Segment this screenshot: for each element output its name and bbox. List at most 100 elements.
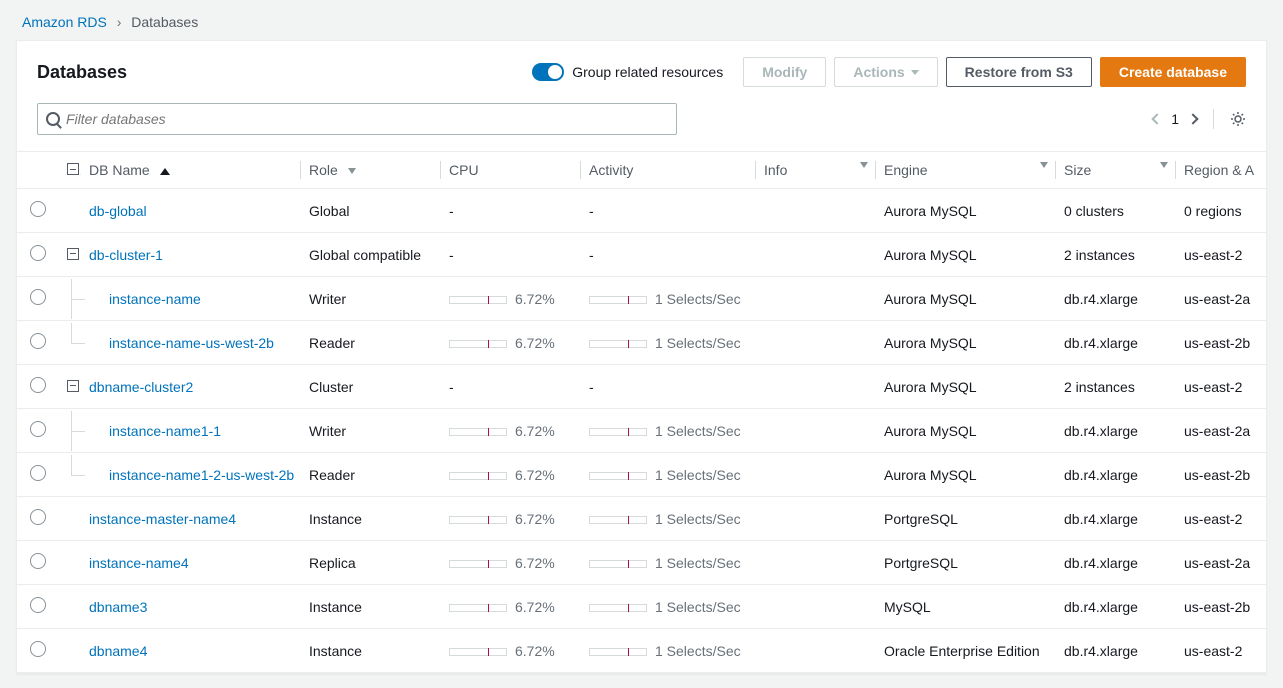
- create-database-button[interactable]: Create database: [1100, 57, 1246, 87]
- cell-engine: Aurora MySQL: [876, 277, 1056, 321]
- db-name-link[interactable]: instance-master-name4: [89, 511, 236, 527]
- actions-button-label: Actions: [853, 64, 904, 80]
- cell-region: us-east-2b: [1176, 453, 1266, 497]
- cell-cpu: -: [441, 189, 581, 233]
- cell-info: [756, 585, 876, 629]
- filter-input[interactable]: [66, 111, 668, 127]
- cell-activity: 1 Selects/Sec: [581, 453, 756, 497]
- table-row: instance-name4Replica6.72%1 Selects/SecP…: [17, 541, 1266, 585]
- cell-activity: -: [581, 365, 756, 409]
- activity-bar: [589, 296, 647, 304]
- row-select-radio[interactable]: [30, 641, 46, 657]
- cell-activity: 1 Selects/Sec: [581, 497, 756, 541]
- activity-bar: [589, 648, 647, 656]
- col-name-header[interactable]: DB Name: [81, 152, 301, 189]
- cell-region: 0 regions: [1176, 189, 1266, 233]
- cell-size: db.r4.xlarge: [1056, 497, 1176, 541]
- db-name-link[interactable]: dbname4: [89, 643, 147, 659]
- cell-size: db.r4.xlarge: [1056, 277, 1176, 321]
- activity-bar: [589, 428, 647, 436]
- db-name-link[interactable]: instance-name: [109, 291, 201, 307]
- db-name-link[interactable]: instance-name-us-west-2b: [109, 335, 274, 351]
- expand-toggle-icon[interactable]: [67, 380, 79, 392]
- col-size-header[interactable]: Size: [1056, 152, 1176, 189]
- col-engine-header[interactable]: Engine: [876, 152, 1056, 189]
- cell-info: [756, 277, 876, 321]
- db-name-link[interactable]: db-global: [89, 203, 147, 219]
- cell-size: 2 instances: [1056, 365, 1176, 409]
- cell-activity: 1 Selects/Sec: [581, 541, 756, 585]
- cell-engine: MySQL: [876, 585, 1056, 629]
- cell-engine: Aurora MySQL: [876, 453, 1056, 497]
- db-name-link[interactable]: db-cluster-1: [89, 247, 163, 263]
- activity-bar: [589, 560, 647, 568]
- row-select-radio[interactable]: [30, 597, 46, 613]
- activity-bar: [589, 604, 647, 612]
- cell-activity: -: [581, 189, 756, 233]
- col-activity-header[interactable]: Activity: [581, 152, 756, 189]
- activity-bar: [589, 340, 647, 348]
- db-name-link[interactable]: dbname-cluster2: [89, 379, 193, 395]
- cell-role: Reader: [301, 453, 441, 497]
- cell-role: Writer: [301, 409, 441, 453]
- table-row: instance-nameWriter6.72%1 Selects/SecAur…: [17, 277, 1266, 321]
- db-name-link[interactable]: instance-name1-1: [109, 423, 221, 439]
- sort-icon: [860, 162, 868, 168]
- group-resources-toggle[interactable]: [532, 63, 564, 81]
- modify-button[interactable]: Modify: [743, 57, 826, 87]
- databases-panel: Databases Group related resources Modify…: [16, 40, 1267, 674]
- cpu-bar: [449, 296, 507, 304]
- expand-toggle-icon[interactable]: [67, 248, 79, 260]
- pager-prev-icon[interactable]: [1152, 113, 1163, 124]
- cell-cpu: 6.72%: [441, 497, 581, 541]
- col-cpu-header[interactable]: CPU: [441, 152, 581, 189]
- row-select-radio[interactable]: [30, 465, 46, 481]
- cell-cpu: 6.72%: [441, 541, 581, 585]
- table-row: dbname-cluster2Cluster--Aurora MySQL2 in…: [17, 365, 1266, 409]
- row-select-radio[interactable]: [30, 333, 46, 349]
- cell-region: us-east-2: [1176, 233, 1266, 277]
- cpu-bar: [449, 604, 507, 612]
- cell-activity: 1 Selects/Sec: [581, 585, 756, 629]
- activity-bar: [589, 516, 647, 524]
- row-select-radio[interactable]: [30, 245, 46, 261]
- cell-role: Writer: [301, 277, 441, 321]
- restore-from-s3-button[interactable]: Restore from S3: [946, 57, 1092, 87]
- breadcrumb-root[interactable]: Amazon RDS: [22, 14, 107, 30]
- cell-activity: 1 Selects/Sec: [581, 321, 756, 365]
- row-select-radio[interactable]: [30, 509, 46, 525]
- db-name-link[interactable]: instance-name4: [89, 555, 189, 571]
- databases-table: DB Name Role CPU Activity Info Eng: [17, 151, 1266, 673]
- cell-cpu: -: [441, 365, 581, 409]
- col-region-header[interactable]: Region & A: [1176, 152, 1266, 189]
- row-select-radio[interactable]: [30, 553, 46, 569]
- col-expand-header[interactable]: [59, 152, 81, 189]
- search-icon: [46, 112, 60, 126]
- actions-button[interactable]: Actions: [834, 57, 937, 87]
- cell-role: Cluster: [301, 365, 441, 409]
- col-select-header: [17, 152, 59, 189]
- db-name-link[interactable]: dbname3: [89, 599, 147, 615]
- cell-activity: 1 Selects/Sec: [581, 629, 756, 673]
- row-select-radio[interactable]: [30, 377, 46, 393]
- db-name-link[interactable]: instance-name1-2-us-west-2b: [109, 467, 294, 483]
- table-row: instance-name-us-west-2bReader6.72%1 Sel…: [17, 321, 1266, 365]
- cpu-bar: [449, 472, 507, 480]
- filter-box: [37, 103, 677, 135]
- cell-cpu: 6.72%: [441, 585, 581, 629]
- row-select-radio[interactable]: [30, 289, 46, 305]
- row-select-radio[interactable]: [30, 201, 46, 217]
- cell-region: us-east-2: [1176, 365, 1266, 409]
- table-row: db-globalGlobal--Aurora MySQL0 clusters0…: [17, 189, 1266, 233]
- cell-info: [756, 541, 876, 585]
- col-role-header[interactable]: Role: [301, 152, 441, 189]
- settings-gear-icon[interactable]: [1230, 111, 1246, 127]
- cell-info: [756, 233, 876, 277]
- cell-size: db.r4.xlarge: [1056, 629, 1176, 673]
- cell-engine: Aurora MySQL: [876, 233, 1056, 277]
- pager-next-icon[interactable]: [1187, 113, 1198, 124]
- cell-info: [756, 409, 876, 453]
- col-info-header[interactable]: Info: [756, 152, 876, 189]
- row-select-radio[interactable]: [30, 421, 46, 437]
- group-resources-label: Group related resources: [572, 64, 723, 80]
